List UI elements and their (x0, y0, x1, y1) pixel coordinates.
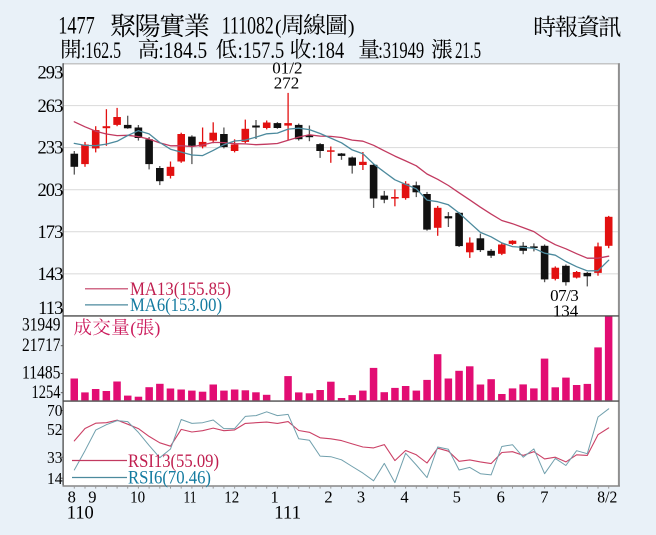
svg-text:14: 14 (47, 469, 63, 488)
svg-text:01/2: 01/2 (272, 59, 302, 78)
svg-text:1254: 1254 (32, 383, 61, 403)
svg-text::184: :184 (312, 38, 345, 63)
svg-text:293: 293 (37, 63, 63, 83)
svg-text:70: 70 (47, 401, 63, 420)
svg-text:173: 173 (37, 223, 63, 243)
svg-text:6: 6 (497, 488, 505, 507)
svg-text:52: 52 (47, 420, 63, 439)
svg-text:111: 111 (274, 504, 301, 524)
svg-text:233: 233 (37, 139, 63, 159)
svg-text:(: ( (275, 16, 282, 38)
svg-text:MA6(153.00): MA6(153.00) (130, 295, 222, 316)
svg-text:263: 263 (37, 97, 63, 117)
svg-text:5: 5 (453, 488, 461, 507)
svg-text:21717: 21717 (22, 336, 61, 356)
svg-text:2: 2 (324, 488, 332, 507)
svg-text:110: 110 (67, 504, 94, 524)
svg-text:111082: 111082 (222, 10, 274, 39)
svg-text:31949: 31949 (22, 316, 61, 336)
svg-text:RSI13(55.09): RSI13(55.09) (128, 451, 219, 472)
svg-text:113: 113 (38, 299, 63, 319)
svg-text:7: 7 (540, 488, 548, 507)
svg-text::31949: :31949 (378, 38, 424, 63)
svg-text:8/2: 8/2 (597, 488, 617, 507)
svg-text:203: 203 (37, 181, 63, 201)
svg-text:33: 33 (47, 448, 63, 467)
svg-text:272: 272 (274, 74, 300, 93)
svg-text:11: 11 (184, 488, 197, 507)
svg-text:MA13(155.85): MA13(155.85) (130, 279, 231, 300)
svg-text:): ) (154, 318, 160, 339)
svg-text:10: 10 (130, 488, 145, 507)
svg-text::184.5: :184.5 (158, 38, 207, 63)
svg-text:4: 4 (400, 488, 408, 507)
svg-text:12: 12 (224, 488, 239, 507)
svg-text:11485: 11485 (22, 364, 61, 384)
svg-text:143: 143 (37, 265, 63, 285)
svg-text:07/3: 07/3 (550, 286, 578, 305)
svg-text:134: 134 (553, 302, 579, 321)
svg-text:1477: 1477 (58, 10, 95, 39)
svg-text:8: 8 (68, 488, 76, 507)
svg-text:9: 9 (88, 488, 96, 507)
svg-text:): ) (348, 16, 355, 38)
svg-text:RSI6(70.46): RSI6(70.46) (128, 468, 211, 489)
svg-text:(: ( (130, 318, 136, 339)
svg-text::157.5: :157.5 (238, 38, 285, 63)
svg-text:3: 3 (357, 488, 365, 507)
svg-text::162.5: :162.5 (81, 38, 121, 63)
svg-text:1: 1 (270, 488, 278, 507)
svg-text:21.5: 21.5 (455, 38, 481, 63)
